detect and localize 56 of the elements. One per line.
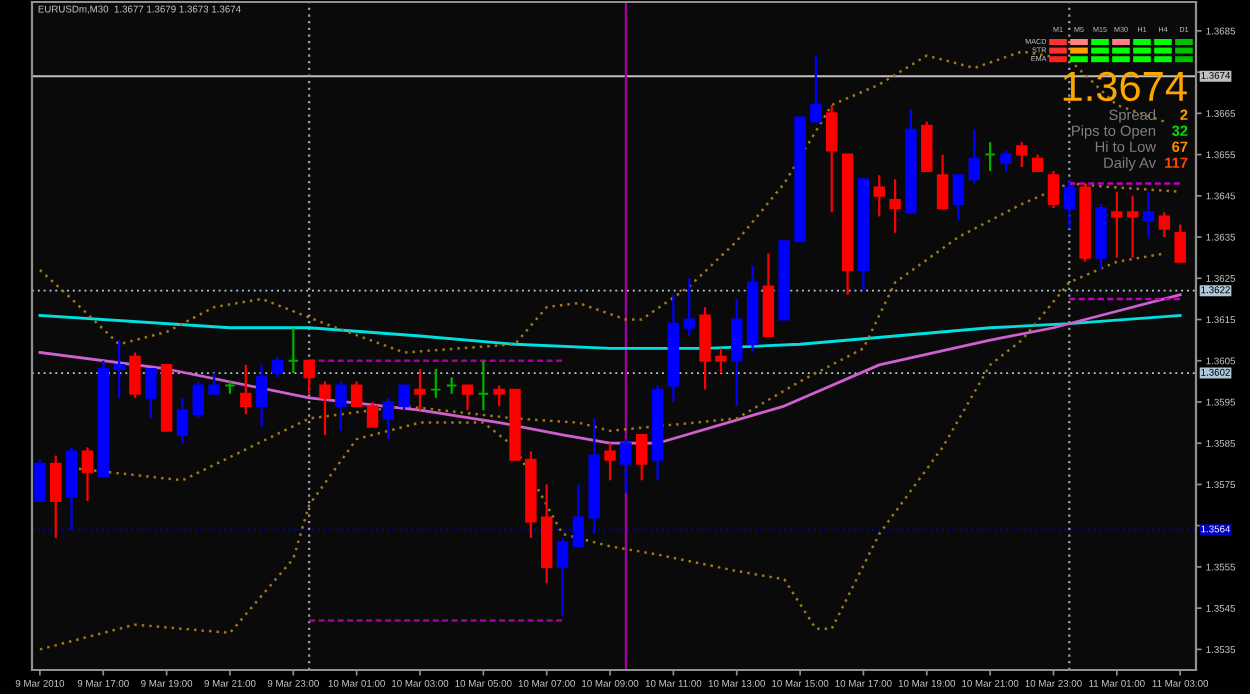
candlestick [810, 54, 822, 123]
candlestick [1063, 178, 1076, 230]
candlestick [683, 277, 695, 338]
candlestick [303, 359, 315, 395]
candlestick [1158, 211, 1171, 239]
candlestick [1126, 194, 1139, 259]
candlestick [699, 306, 711, 391]
candlestick [1016, 141, 1028, 169]
candlestick [1000, 149, 1012, 173]
candlestick [129, 351, 141, 399]
candlestick [556, 536, 569, 618]
candlestick [50, 454, 62, 540]
candlestick [240, 363, 252, 416]
candlestick [208, 372, 220, 395]
candlestick [382, 396, 395, 441]
candlestick [113, 339, 125, 399]
candlestick [414, 367, 426, 412]
candlestick [176, 396, 189, 445]
candlestick [255, 363, 268, 428]
candlestick [398, 384, 410, 412]
candlestick [968, 128, 981, 185]
candlestick [620, 437, 632, 494]
candlestick [921, 120, 933, 173]
candlestick [192, 380, 205, 420]
candlestick [335, 380, 347, 432]
candlestick [81, 446, 94, 503]
candlestick [604, 442, 616, 482]
candlestick [319, 380, 331, 437]
candlestick [477, 359, 490, 412]
candlestick [366, 400, 379, 428]
candlestick [1142, 190, 1155, 239]
candlestick [350, 380, 363, 408]
candlestick [889, 178, 901, 235]
candlestick [271, 355, 284, 379]
candlestick [1111, 190, 1123, 259]
candlestick [826, 103, 838, 214]
candlestick [873, 174, 885, 218]
candlestick [984, 141, 996, 173]
candlestick [952, 174, 965, 222]
candlestick [461, 384, 474, 412]
candlestick [1047, 169, 1060, 210]
line-series [38, 293, 1182, 445]
candlestick [65, 446, 78, 531]
candlestick [731, 297, 743, 408]
annotation: 1.3674 [1063, 71, 1187, 102]
candlestick [572, 483, 585, 548]
candlestick [936, 153, 949, 210]
candlestick [635, 433, 648, 482]
candlestick [430, 367, 442, 399]
line-series [38, 252, 1166, 651]
candlestick [715, 347, 727, 375]
candlestick [287, 326, 300, 375]
candlestick [34, 458, 46, 503]
candlestick [1174, 223, 1186, 263]
candlestick [145, 367, 157, 420]
candlestick [493, 384, 505, 408]
